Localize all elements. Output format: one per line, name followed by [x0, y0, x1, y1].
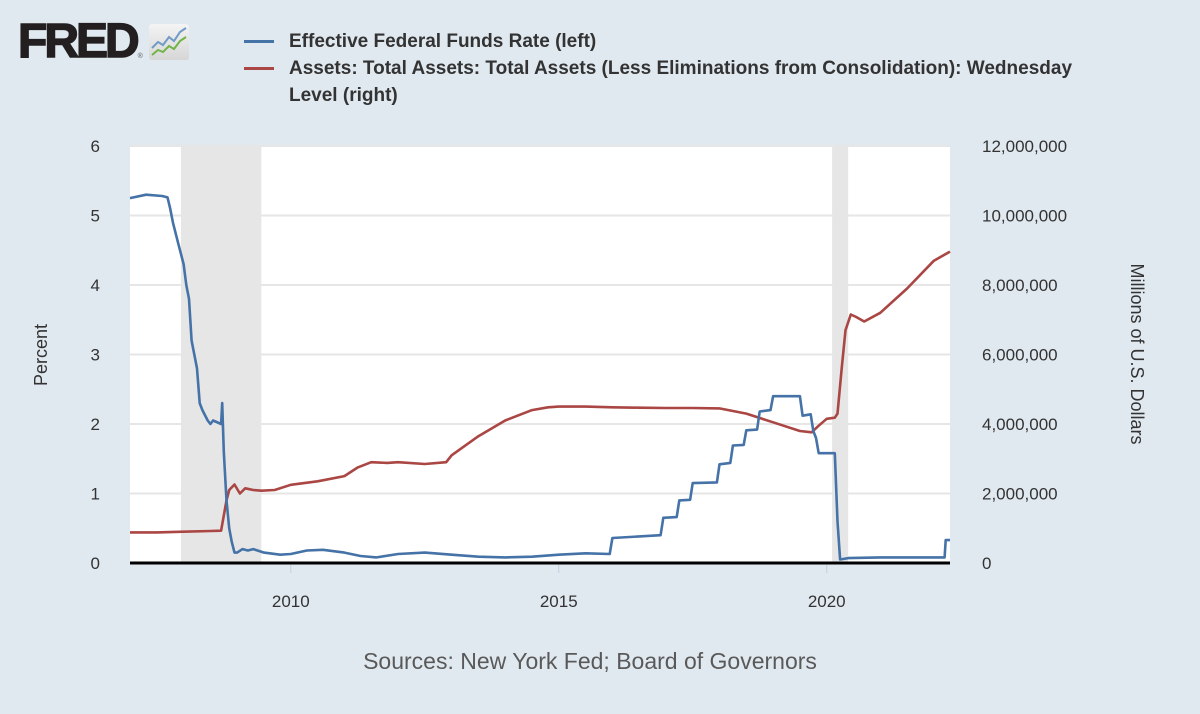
legend-item-total-assets[interactable]: Assets: Total Assets: Total Assets (Less… — [244, 55, 1109, 109]
right-tick-label: 10,000,000 — [982, 207, 1067, 226]
legend-swatch-total-assets — [244, 67, 274, 70]
legend-item-fed-funds[interactable]: Effective Federal Funds Rate (left) — [244, 28, 1109, 55]
line-chart-icon — [148, 24, 189, 60]
left-tick-label: 4 — [91, 276, 100, 295]
gridlines — [130, 145, 950, 495]
right-tick-label: 8,000,000 — [982, 276, 1058, 295]
series-layer — [129, 193, 951, 561]
left-tick-label: 5 — [91, 207, 100, 226]
x-axis-tick-labels: 2010 2015 2020 — [272, 592, 846, 611]
x-tick-label: 2020 — [808, 592, 846, 611]
fred-logo: FRED ® — [17, 15, 189, 68]
legend-label-fed-funds: Effective Federal Funds Rate (left) — [289, 31, 597, 52]
series-line-total-assets[interactable] — [130, 250, 951, 534]
x-tick-label: 2010 — [272, 592, 310, 611]
fred-logo-text: FRED — [17, 15, 140, 68]
right-axis-title: Millions of U.S. Dollars — [1127, 263, 1147, 444]
legend-swatch-fed-funds — [244, 40, 274, 43]
right-tick-label: 6,000,000 — [982, 346, 1058, 365]
left-tick-label: 3 — [91, 346, 100, 365]
source-note: Sources: New York Fed; Board of Governor… — [363, 648, 817, 674]
legend-label-total-assets: Assets: Total Assets: Total Assets (Less… — [289, 58, 1073, 106]
right-tick-label: 2,000,000 — [982, 485, 1058, 504]
registered-mark: ® — [137, 53, 143, 60]
series-line-fed-funds-rate[interactable] — [129, 193, 950, 561]
left-tick-label: 6 — [91, 137, 100, 156]
x-axis-ticks — [290, 563, 828, 573]
x-tick-label: 2015 — [540, 592, 578, 611]
right-axis-tick-labels: 0 2,000,000 4,000,000 6,000,000 8,000,000 10,… — [982, 137, 1067, 573]
chart-legend: Effective Federal Funds Rate (left) Asse… — [244, 28, 1109, 109]
right-tick-label: 0 — [982, 554, 991, 573]
left-tick-label: 1 — [91, 485, 100, 504]
left-axis-tick-labels: 0 1 2 3 4 5 6 — [91, 137, 100, 573]
right-tick-label: 4,000,000 — [982, 415, 1058, 434]
left-tick-label: 0 — [91, 554, 100, 573]
left-tick-label: 2 — [91, 415, 100, 434]
right-tick-label: 12,000,000 — [982, 137, 1067, 156]
left-axis-title: Percent — [31, 324, 51, 386]
